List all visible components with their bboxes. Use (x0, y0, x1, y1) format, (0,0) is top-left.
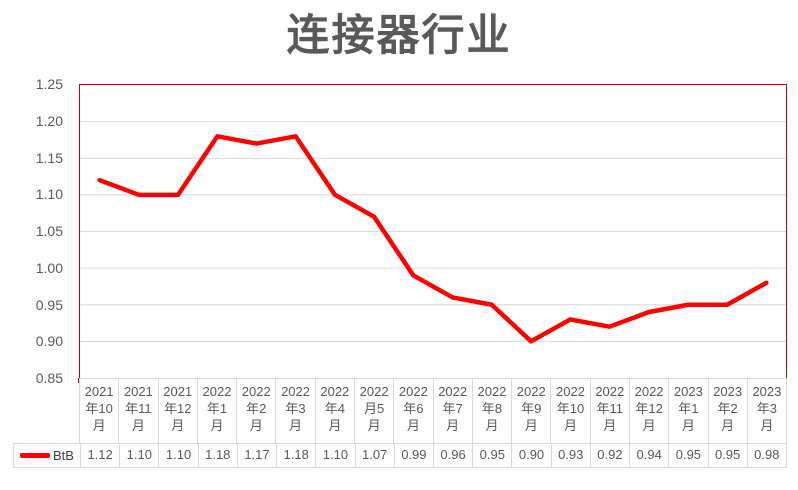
x-axis-label: 2022 年12 月 (630, 379, 670, 443)
table-value-cell: 0.93 (550, 444, 590, 467)
x-axis-label: 2022 年11 月 (591, 379, 630, 443)
table-value-cell: 0.98 (746, 444, 786, 467)
x-axis-label: 2022 年7 月 (434, 379, 473, 443)
table-value-cell: 1.10 (119, 444, 158, 467)
axis-tick-left (78, 378, 80, 383)
plot-area (79, 84, 787, 378)
table-value-cell: 1.12 (80, 444, 119, 467)
series-name-label: BtB (53, 448, 74, 463)
table-value-cell: 0.95 (707, 444, 747, 467)
table-value-cell: 1.10 (315, 444, 354, 467)
x-axis-label: 2021 年12 月 (159, 379, 198, 443)
chart-title: 连接器行业 (286, 12, 512, 60)
y-axis-label: 0.90 (35, 333, 63, 350)
series-line-swatch-icon (20, 453, 51, 458)
table-value-cell: 1.18 (276, 444, 315, 467)
table-value-cell: 0.95 (472, 444, 511, 467)
x-axis-label: 2023 年2 月 (709, 379, 748, 443)
table-value-cell: 1.18 (197, 444, 237, 467)
x-axis-label: 2022 年8 月 (473, 379, 513, 443)
x-axis-label: 2022 年10 月 (551, 379, 591, 443)
line-chart-svg (80, 121, 786, 344)
table-value-cell: 0.95 (668, 444, 707, 467)
series-line-btb (97, 134, 769, 344)
y-axis-label: 1.10 (35, 186, 63, 203)
x-axis-label: 2022 年1 月 (198, 379, 238, 443)
y-axis-label: 1.05 (35, 223, 63, 239)
x-axis-label: 2022 年2 月 (237, 379, 277, 443)
table-value-cell: 1.07 (354, 444, 394, 467)
y-axis-label: 1.00 (35, 259, 63, 276)
x-axis-label: 2021 年10 月 (79, 379, 120, 443)
table-value-cell: 0.90 (511, 444, 550, 467)
x-axis-label: 2021 年11 月 (119, 379, 159, 443)
y-axis-label: 1.25 (35, 76, 63, 92)
x-axis-label: 2022 年9 月 (512, 379, 552, 443)
x-axis-label: 2023 年3 月 (748, 379, 788, 443)
x-axis-label: 2023 年1 月 (669, 379, 709, 443)
table-value-cell: 0.92 (589, 444, 629, 467)
x-axis-label: 2022 月5 月 (355, 379, 395, 443)
table-value-cell: 0.94 (629, 444, 668, 467)
y-axis-label: 1.15 (35, 149, 63, 166)
y-axis-label: 1.20 (35, 112, 63, 129)
table-value-cell: 0.99 (393, 444, 433, 467)
y-axis-label: 0.95 (35, 296, 63, 313)
x-axis-label: 2022 年3 月 (276, 379, 316, 443)
table-value-cell: 0.96 (432, 444, 472, 467)
table-value-cell: 1.17 (236, 444, 276, 467)
x-axis-label: 2022 年4 月 (316, 379, 355, 443)
data-table: BtB 1.12 1.10 1.10 1.18 1.17 1.18 1.10 1.07 0.99… (13, 443, 787, 468)
x-axis-label: 2022 年6 月 (394, 379, 434, 443)
table-value-cell: 1.10 (158, 444, 197, 467)
legend-cell: BtB (14, 444, 80, 467)
y-axis-label: 0.85 (35, 370, 63, 386)
